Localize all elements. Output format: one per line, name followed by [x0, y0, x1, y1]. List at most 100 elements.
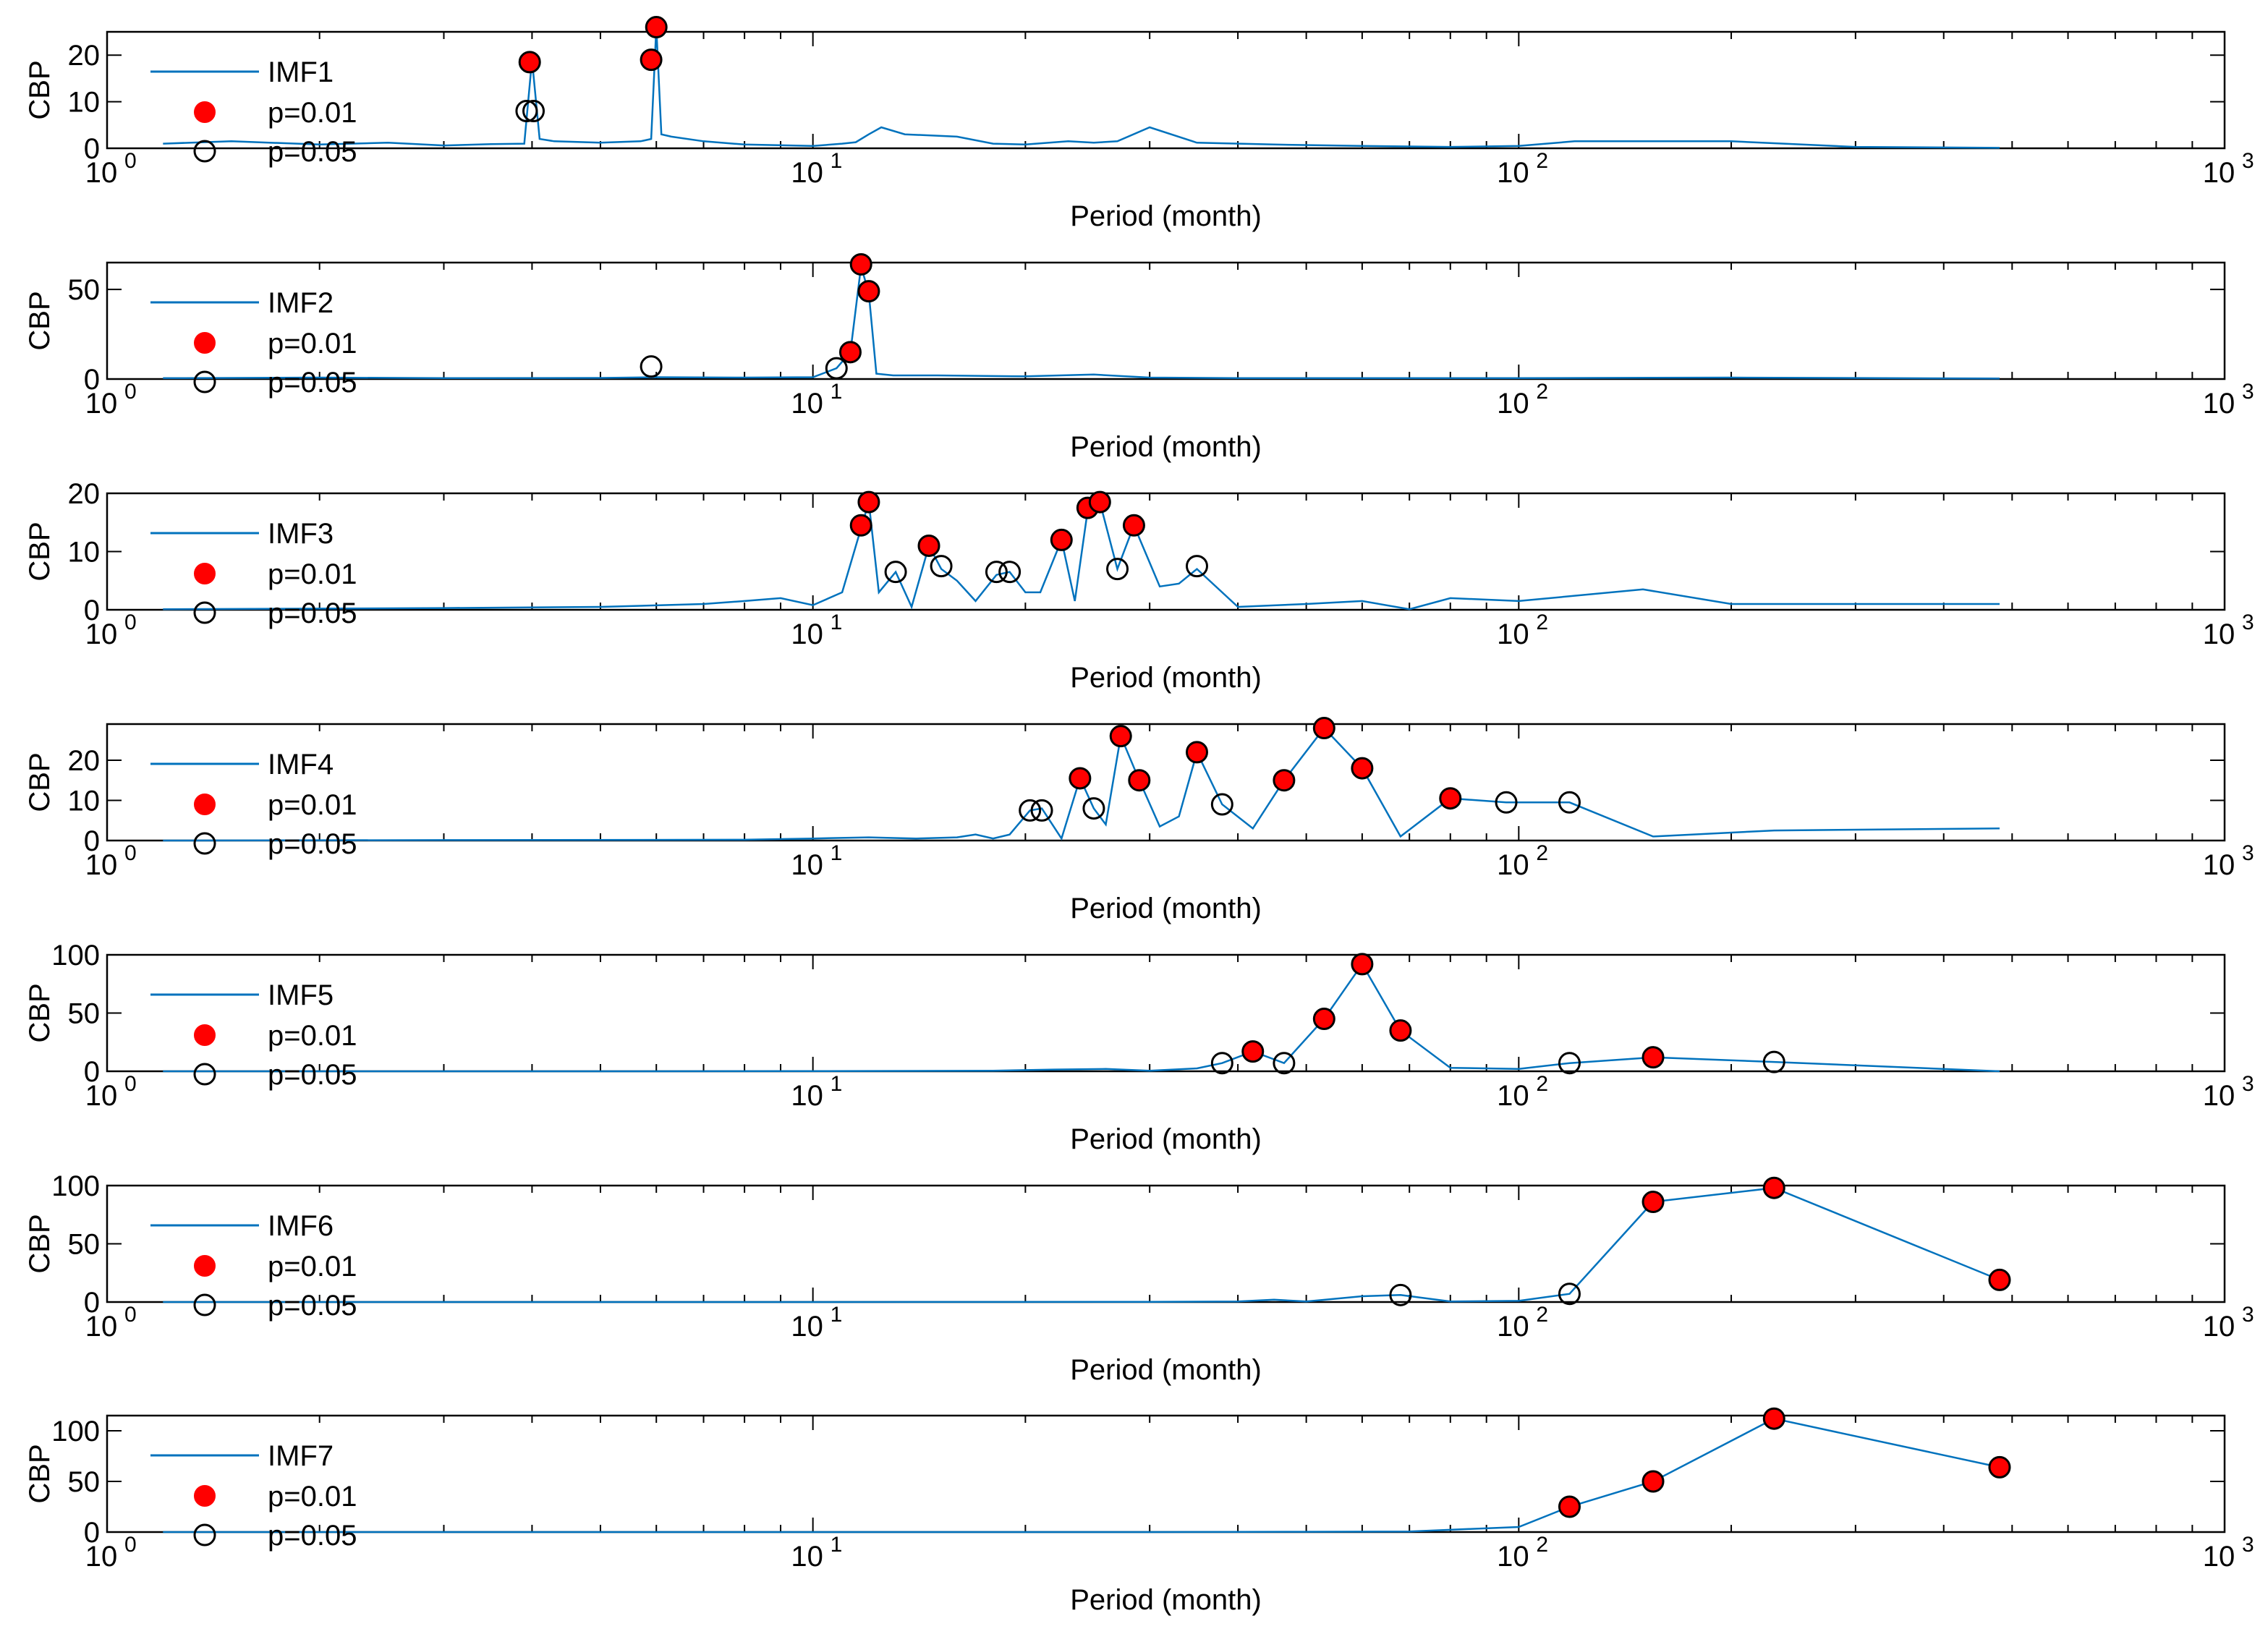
x-tick-label-exponent: 1	[831, 1303, 843, 1327]
marker-p05	[1185, 555, 1208, 578]
x-tick-label: 10	[1497, 1541, 1529, 1573]
marker-p05	[825, 357, 848, 380]
marker-p05	[985, 561, 1008, 584]
y-tick-label: 0	[84, 595, 100, 626]
y-tick-label: 100	[51, 940, 100, 971]
x-tick-label: 10	[85, 388, 118, 420]
x-axis-label: Period (month)	[1070, 1354, 1262, 1386]
series-line-IMF3	[163, 501, 2000, 611]
legend: IMF4 p=0.01 p=0.05	[150, 749, 357, 860]
x-tick-label: 10	[85, 618, 118, 650]
marker-p01	[1988, 1455, 2011, 1479]
marker-p05	[1273, 1052, 1296, 1075]
marker-p01	[1641, 1046, 1665, 1069]
marker-p05	[1030, 799, 1053, 822]
y-tick-label: 100	[51, 1416, 100, 1447]
marker-p05	[930, 555, 953, 578]
x-axis-label: Period (month)	[1070, 200, 1262, 232]
x-tick-label: 10	[1497, 157, 1529, 189]
legend-label-p01: p=0.01	[268, 1251, 357, 1282]
legend-label-p05: p=0.05	[268, 1059, 357, 1091]
y-tick-label: 20	[68, 40, 101, 72]
legend-marker-p01	[194, 1485, 216, 1507]
marker-p01	[1312, 717, 1335, 740]
legend-marker-p01	[194, 794, 216, 815]
y-tick-label: 50	[68, 274, 101, 306]
marker-p01	[1351, 953, 1374, 976]
legend: IMF2 p=0.01 p=0.05	[150, 287, 357, 399]
x-tick-label-exponent: 2	[1536, 1533, 1548, 1557]
legend-label-p01: p=0.01	[268, 1020, 357, 1052]
series-line-IMF6	[163, 1186, 2000, 1303]
marker-p01	[1439, 787, 1462, 810]
x-tick-label-exponent: 3	[2242, 1533, 2254, 1557]
legend-label-p05: p=0.05	[268, 597, 357, 629]
legend-label-series: IMF3	[268, 518, 334, 550]
series-line-IMF5	[163, 962, 2000, 1073]
marker-p05	[1558, 1052, 1581, 1075]
y-axis-label: CBP	[24, 1444, 56, 1503]
x-tick-label: 10	[1497, 1080, 1529, 1112]
x-tick-label-exponent: 3	[2242, 611, 2254, 634]
y-tick-label: 20	[68, 478, 101, 510]
marker-p01	[849, 514, 872, 537]
marker-p01	[1762, 1176, 1785, 1199]
axes-box	[106, 953, 2226, 1073]
y-tick-label: 0	[84, 133, 100, 165]
legend-label-series: IMF2	[268, 287, 334, 319]
marker-p01	[518, 51, 541, 74]
marker-p01	[857, 280, 880, 303]
marker-p01	[857, 490, 880, 514]
y-axis-label: CBP	[24, 752, 56, 812]
x-tick-label: 10	[1497, 849, 1529, 881]
x-tick-label: 10	[2203, 849, 2235, 881]
marker-p05	[998, 561, 1022, 584]
x-tick-label-exponent: 0	[124, 149, 137, 173]
y-axis-label: CBP	[24, 983, 56, 1042]
x-tick-label-exponent: 2	[1536, 841, 1548, 865]
marker-p05	[1210, 793, 1233, 816]
marker-p05	[1558, 791, 1581, 814]
marker-p01	[1351, 757, 1374, 780]
y-tick-label: 10	[68, 537, 101, 569]
y-tick-label: 0	[84, 364, 100, 396]
x-tick-label-exponent: 2	[1536, 149, 1548, 173]
legend-marker-p05	[193, 832, 216, 855]
x-tick-label-exponent: 2	[1536, 611, 1548, 634]
x-tick-label: 10	[1497, 388, 1529, 420]
x-tick-label: 10	[2203, 388, 2235, 420]
x-tick-label-exponent: 3	[2242, 1303, 2254, 1327]
marker-p05	[1019, 799, 1042, 822]
x-tick-label: 10	[791, 157, 823, 189]
series-line-IMF7	[163, 1417, 2000, 1533]
legend-label-p01: p=0.01	[268, 789, 357, 821]
x-tick-label-exponent: 1	[831, 611, 843, 634]
x-tick-label-exponent: 1	[831, 380, 843, 404]
legend-marker-p05	[193, 1523, 216, 1547]
x-tick-label-exponent: 3	[2242, 380, 2254, 404]
x-axis-label: Period (month)	[1070, 1584, 1262, 1616]
legend-label-p01: p=0.01	[268, 97, 357, 129]
marker-p01	[917, 534, 940, 557]
y-tick-label: 0	[84, 825, 100, 857]
x-tick-label: 10	[791, 1080, 823, 1112]
legend-label-series: IMF5	[268, 979, 334, 1011]
legend-marker-p05	[193, 601, 216, 624]
marker-p05	[1495, 791, 1518, 814]
legend-label-p01: p=0.01	[268, 328, 357, 360]
x-axis-label: Period (month)	[1070, 1123, 1262, 1155]
y-axis-label: CBP	[24, 60, 56, 119]
y-tick-label: 0	[84, 1517, 100, 1549]
x-tick-label: 10	[2203, 618, 2235, 650]
y-tick-label: 50	[68, 1466, 101, 1498]
axes-box	[106, 723, 2226, 842]
axes-box	[106, 492, 2226, 611]
legend-marker-p05	[193, 1293, 216, 1316]
legend-label-p05: p=0.05	[268, 367, 357, 399]
marker-p01	[1389, 1019, 1412, 1042]
marker-p05	[515, 99, 538, 122]
x-tick-label: 10	[1497, 1311, 1529, 1343]
